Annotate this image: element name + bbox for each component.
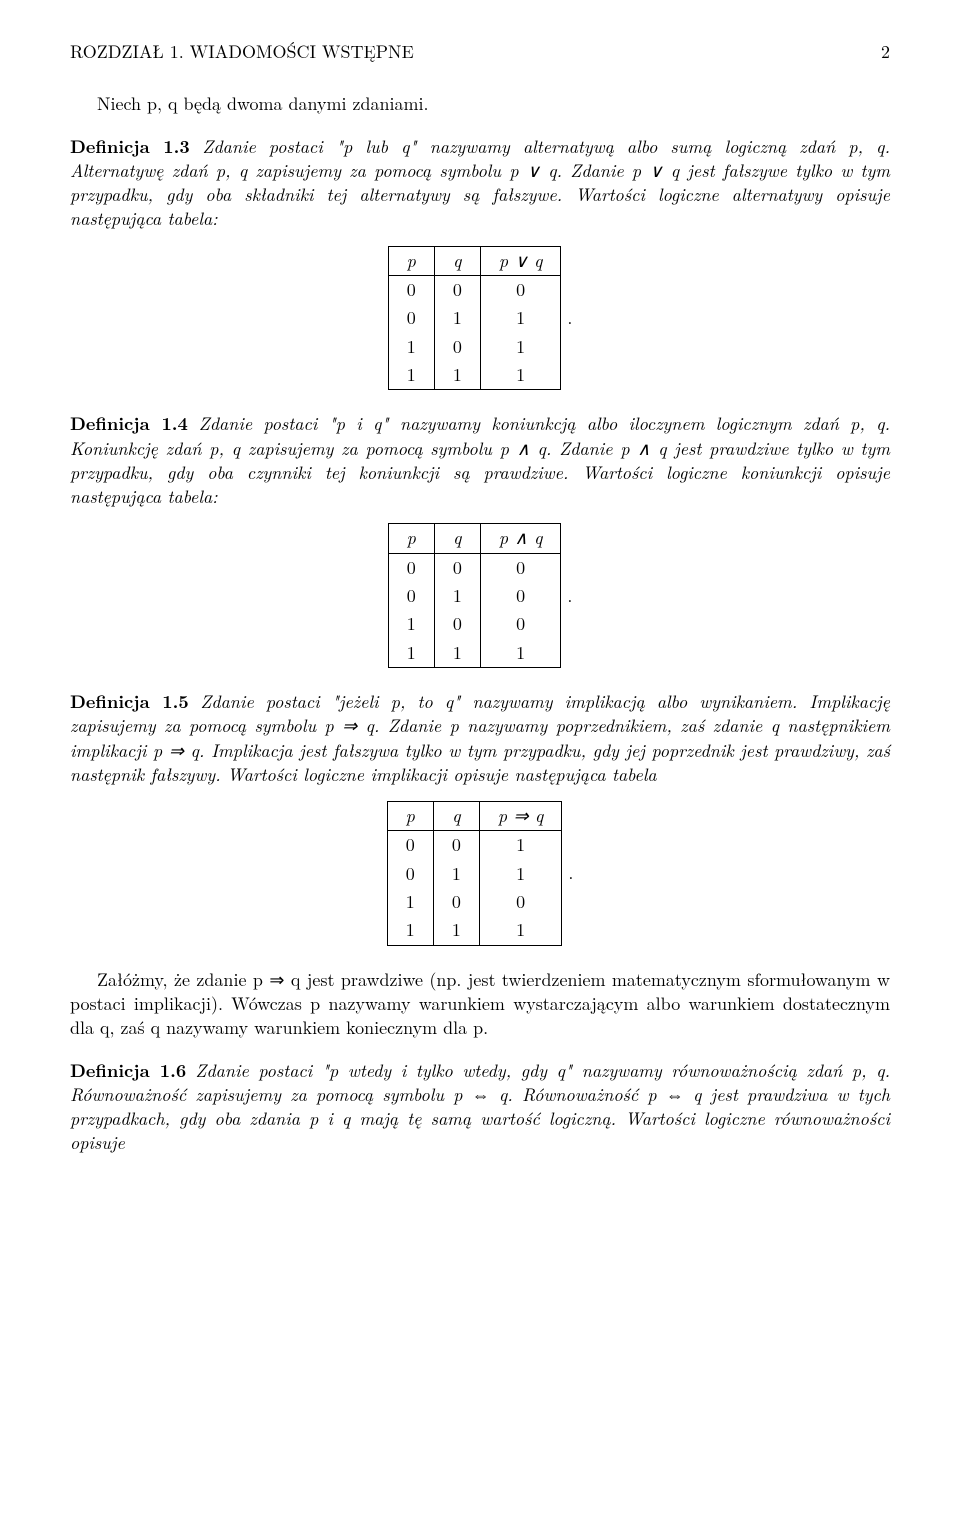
col-header: p — [388, 246, 434, 275]
def-text: Zdanie postaci "p lub q" nazywamy altern… — [70, 134, 890, 232]
cell: 1 — [479, 860, 561, 888]
cell: 1 — [433, 916, 479, 945]
cell: 0 — [388, 553, 434, 582]
cell: 0 — [479, 888, 561, 916]
def-text: Zdanie postaci "p i q" nazywamy koniunkc… — [70, 411, 890, 509]
cell: 1 — [433, 860, 479, 888]
cell: 0 — [434, 333, 480, 361]
cell: 1 — [388, 361, 434, 390]
definition-1-4: Definicja 1.4 Zdanie postaci "p i q" naz… — [70, 412, 890, 509]
cell: 0 — [434, 553, 480, 582]
def-label: Definicja 1.5 — [70, 689, 189, 714]
cell: 1 — [480, 333, 561, 361]
truth-table-and: p q p ∧ q 000 010 100 111 . — [70, 523, 890, 667]
def-text: Zdanie postaci "p wtedy i tylko wtedy, g… — [70, 1058, 890, 1156]
cell: 1 — [479, 916, 561, 945]
page-number: 2 — [881, 40, 890, 64]
cell: 0 — [433, 831, 479, 860]
cell: 1 — [434, 639, 480, 668]
cell: 1 — [480, 304, 561, 332]
table: p q p ∧ q 000 010 100 111 — [388, 523, 562, 667]
definition-1-3: Definicja 1.3 Zdanie postaci "p lub q" n… — [70, 135, 890, 232]
header-left: ROZDZIAŁ 1. WIADOMOŚCI WSTĘPNE — [70, 40, 414, 64]
col-header: q — [434, 524, 480, 553]
cell: 1 — [480, 361, 561, 390]
trailing-period: . — [568, 861, 573, 885]
cell: 1 — [388, 639, 434, 668]
definition-1-5: Definicja 1.5 Zdanie postaci "jeżeli p, … — [70, 690, 890, 787]
def-label: Definicja 1.4 — [70, 411, 188, 436]
cell: 0 — [388, 304, 434, 332]
assumption-paragraph: Załóżmy, że zdanie p ⇒ q jest prawdziwe … — [70, 968, 890, 1041]
col-header: q — [433, 802, 479, 831]
col-header: p — [387, 802, 433, 831]
cell: 1 — [479, 831, 561, 860]
cell: 1 — [434, 304, 480, 332]
cell: 0 — [480, 276, 561, 305]
cell: 1 — [480, 639, 561, 668]
cell: 1 — [434, 361, 480, 390]
def-label: Definicja 1.6 — [70, 1058, 186, 1083]
col-header: p ⇒ q — [479, 802, 561, 831]
cell: 0 — [434, 610, 480, 638]
cell: 1 — [387, 888, 433, 916]
cell: 0 — [388, 582, 434, 610]
cell: 0 — [480, 553, 561, 582]
trailing-period: . — [567, 584, 572, 608]
col-header: q — [434, 246, 480, 275]
col-header: p ∧ q — [480, 524, 561, 553]
cell: 0 — [387, 860, 433, 888]
cell: 0 — [388, 276, 434, 305]
def-label: Definicja 1.3 — [70, 134, 190, 159]
truth-table-or: p q p ∨ q 000 011 101 111 . — [70, 246, 890, 390]
definition-1-6: Definicja 1.6 Zdanie postaci "p wtedy i … — [70, 1059, 890, 1156]
col-header: p ∨ q — [480, 246, 561, 275]
cell: 0 — [387, 831, 433, 860]
table: p q p ∨ q 000 011 101 111 — [388, 246, 562, 390]
cell: 1 — [387, 916, 433, 945]
cell: 0 — [480, 610, 561, 638]
intro-line: Niech p, q będą dwoma danymi zdaniami. — [70, 92, 890, 116]
page-header: ROZDZIAŁ 1. WIADOMOŚCI WSTĘPNE 2 — [70, 40, 890, 64]
trailing-period: . — [567, 306, 572, 330]
col-header: p — [388, 524, 434, 553]
cell: 0 — [480, 582, 561, 610]
cell: 1 — [388, 333, 434, 361]
truth-table-imp: p q p ⇒ q 001 011 100 111 . — [70, 801, 890, 945]
cell: 0 — [433, 888, 479, 916]
cell: 1 — [434, 582, 480, 610]
cell: 1 — [388, 610, 434, 638]
cell: 0 — [434, 276, 480, 305]
table: p q p ⇒ q 001 011 100 111 — [387, 801, 563, 945]
def-text: Zdanie postaci "jeżeli p, to q" nazywamy… — [70, 689, 890, 787]
